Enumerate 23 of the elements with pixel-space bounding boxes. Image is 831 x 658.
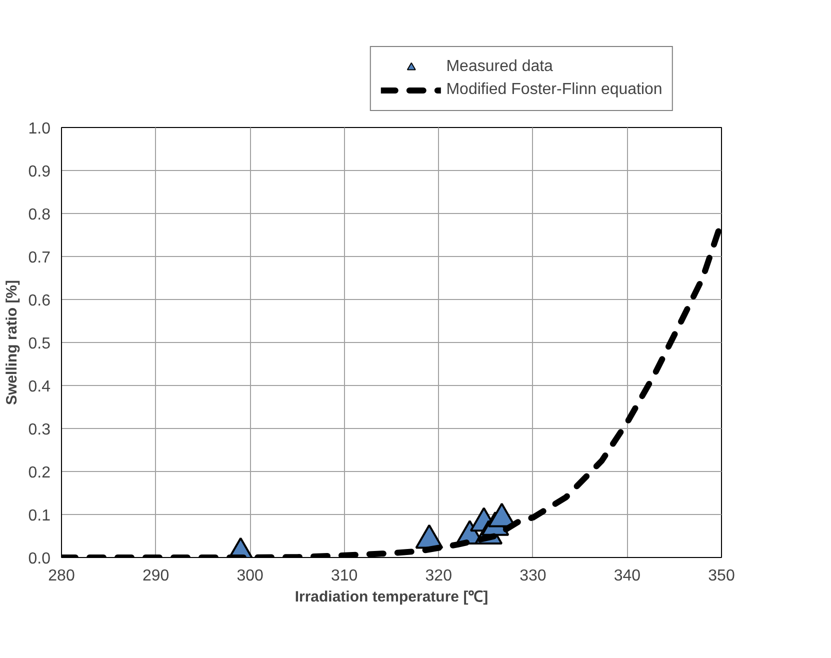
- x-tick-label: 320: [425, 568, 452, 584]
- y-tick-label: 0.9: [28, 164, 51, 180]
- x-tick-label: 290: [142, 568, 170, 584]
- legend-label: Modified Foster-Flinn equation: [446, 81, 662, 99]
- y-tick-label: 0.0: [28, 550, 51, 568]
- y-tick-label: 0.5: [28, 336, 51, 352]
- x-tick-label: 310: [331, 568, 358, 584]
- x-tick-label: 330: [520, 568, 546, 584]
- y-tick-label: 0.7: [28, 250, 51, 266]
- y-tick-label: 0.1: [28, 508, 51, 524]
- x-tick-label: 280: [48, 568, 75, 584]
- legend-label: Measured data: [446, 58, 553, 76]
- y-tick-label: 0.6: [28, 292, 51, 310]
- y-tick-label: 0.3: [28, 422, 51, 438]
- y-tick-label: 1.0: [28, 120, 51, 138]
- y-tick-label: 0.8: [28, 206, 51, 224]
- y-tick-label: 0.4: [28, 378, 51, 396]
- y-axis-title: Swelling ratio [%]: [3, 280, 20, 406]
- x-tick-label: 350: [708, 568, 735, 584]
- y-tick-label: 0.2: [28, 464, 51, 482]
- x-tick-label: 340: [614, 568, 641, 584]
- x-tick-label: 300: [236, 568, 264, 584]
- x-axis-title: Irradiation temperature [℃]: [294, 588, 488, 606]
